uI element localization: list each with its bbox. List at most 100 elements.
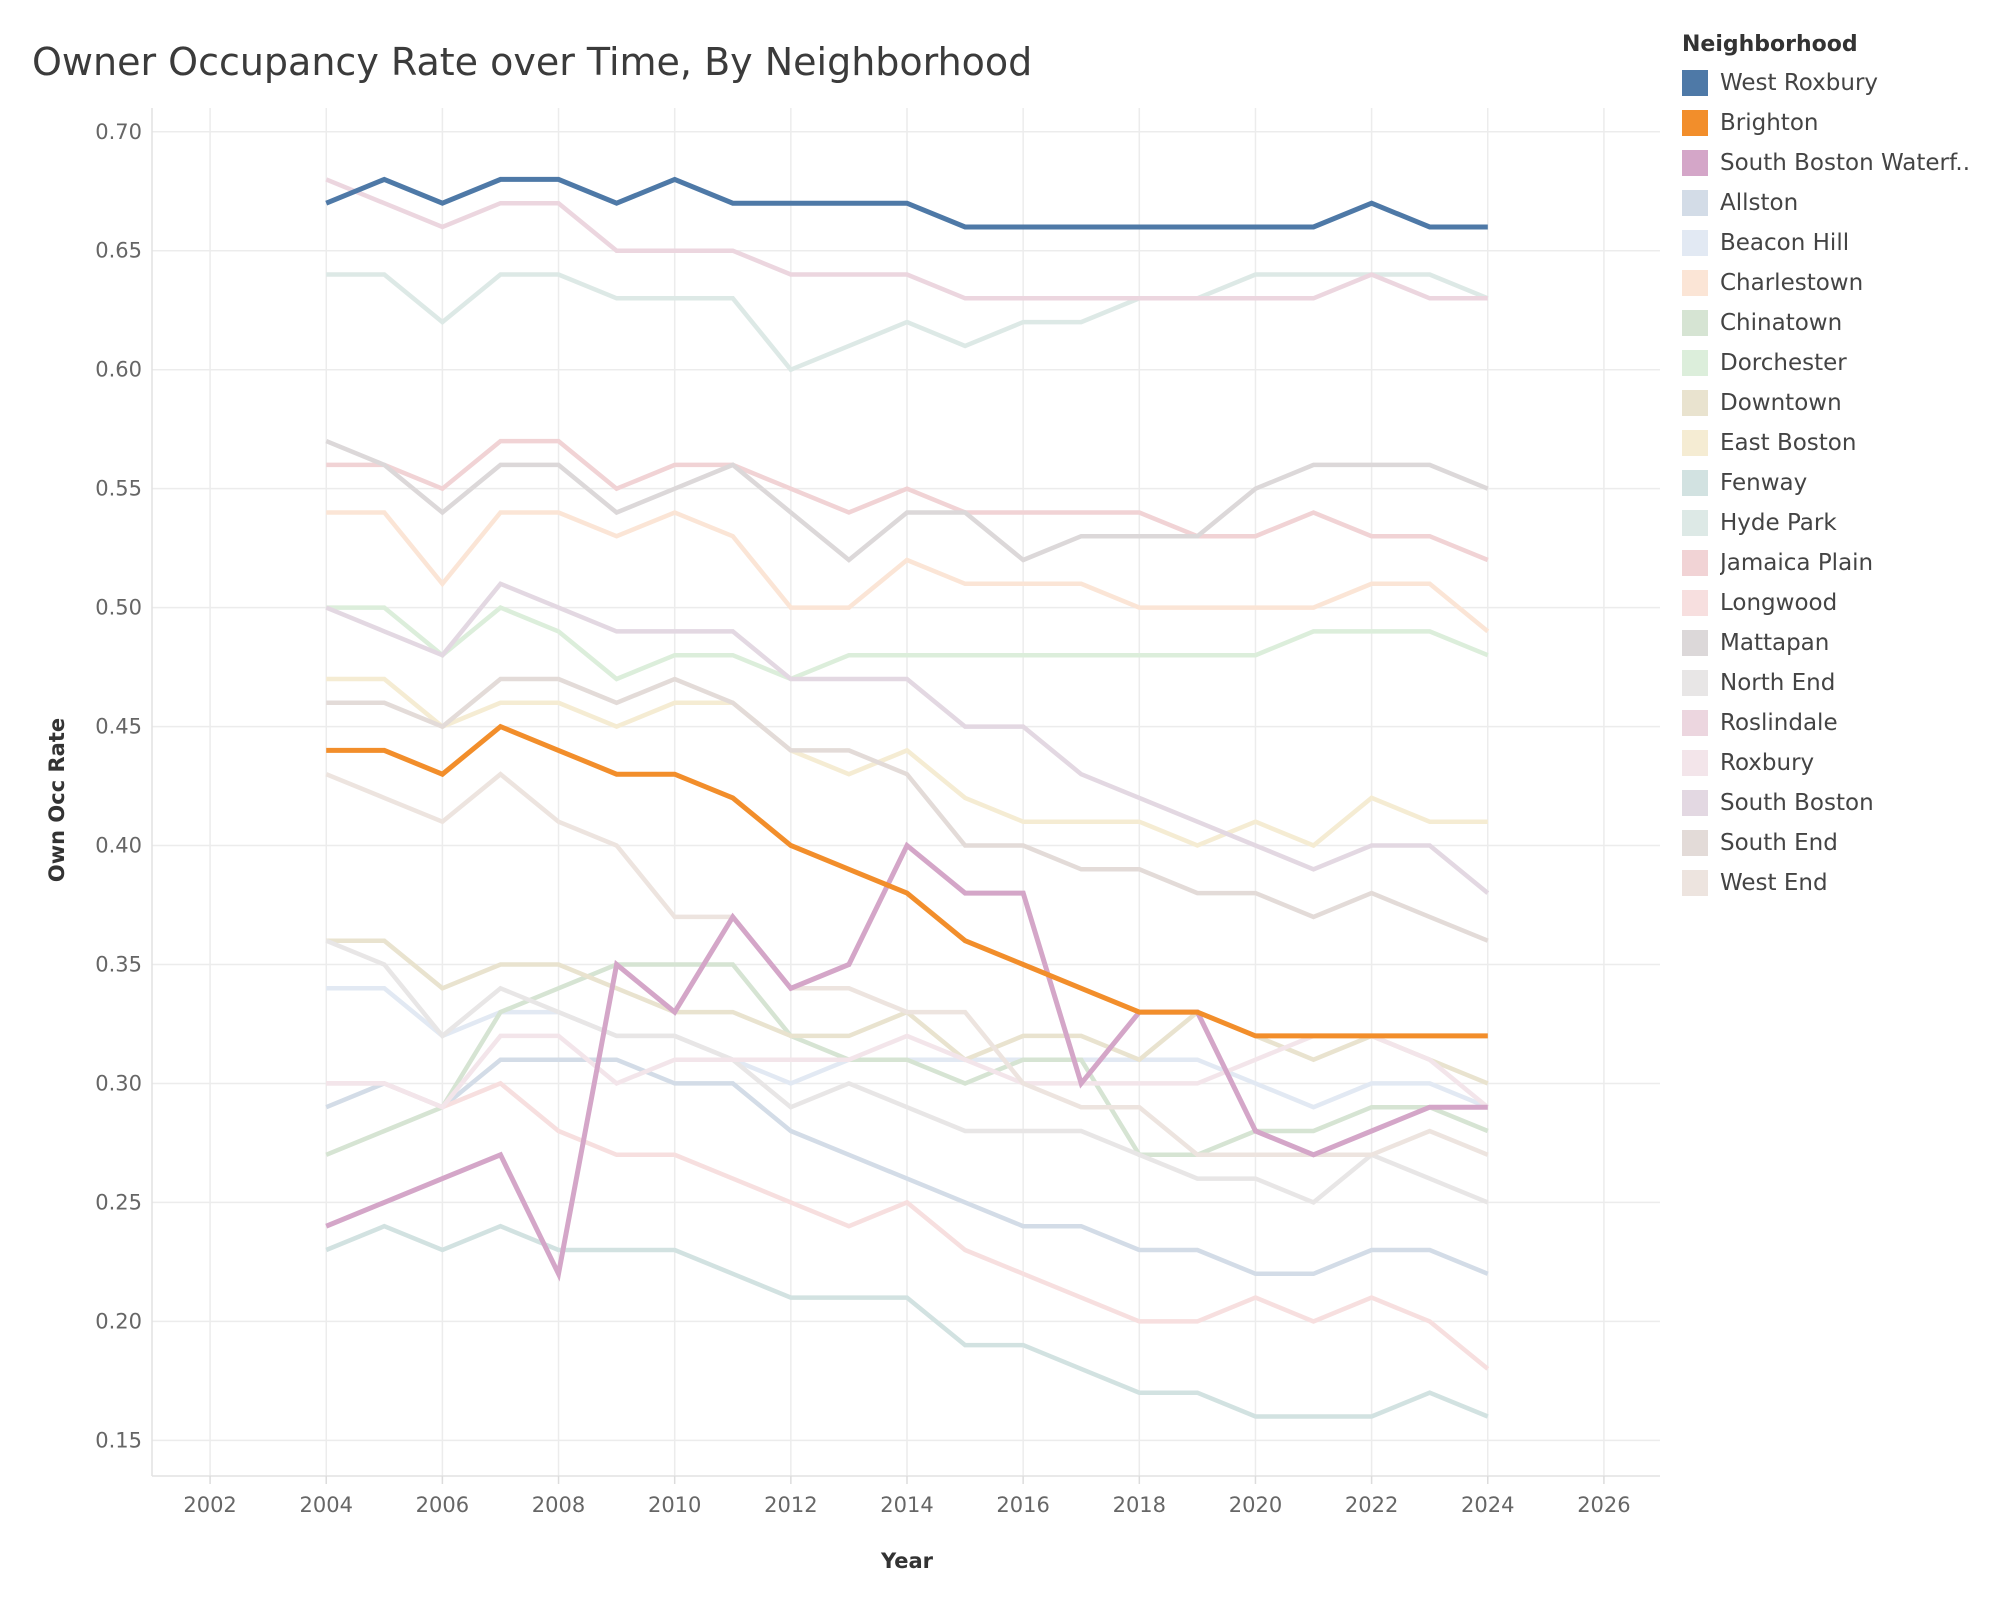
legend-label: North End xyxy=(1720,670,1836,696)
legend-swatch xyxy=(1682,150,1708,176)
x-axis-title: Year xyxy=(880,1549,934,1573)
legend-swatch xyxy=(1682,510,1708,536)
series-line-south-boston-waterf xyxy=(325,841,1488,1282)
legend-swatch xyxy=(1682,670,1708,696)
series-line-west-roxbury xyxy=(325,176,1488,230)
y-tick-label: 0.55 xyxy=(95,477,142,501)
legend-swatch xyxy=(1682,110,1708,136)
legend-swatch xyxy=(1682,390,1708,416)
legend-swatch xyxy=(1682,350,1708,376)
legend-label: West Roxbury xyxy=(1720,70,1879,96)
legend-item[interactable]: South End xyxy=(1682,823,2000,863)
legend-label: Longwood xyxy=(1720,590,1838,616)
legend-item[interactable]: Roslindale xyxy=(1682,703,2000,743)
legend-item[interactable]: West End xyxy=(1682,863,2000,903)
legend-label: Dorchester xyxy=(1720,350,1847,376)
series-line-fenway xyxy=(325,1223,1489,1419)
legend-swatch xyxy=(1682,710,1708,736)
series-line-brighton xyxy=(326,723,1488,1039)
x-tick-label: 2016 xyxy=(996,1493,1049,1517)
legend-item[interactable]: West Roxbury xyxy=(1682,63,2000,103)
legend-swatch xyxy=(1682,70,1708,96)
legend-item[interactable]: Roxbury xyxy=(1682,743,2000,783)
legend-swatch xyxy=(1682,630,1708,656)
series-line-mattapan xyxy=(325,439,1489,563)
legend-label: West End xyxy=(1720,870,1828,896)
y-tick-label: 0.70 xyxy=(95,120,142,144)
y-tick-label: 0.20 xyxy=(95,1309,142,1333)
legend-item[interactable]: Jamaica Plain xyxy=(1682,543,2000,583)
legend-item[interactable]: Chinatown xyxy=(1682,303,2000,343)
chart-title: Owner Occupancy Rate over Time, By Neigh… xyxy=(32,40,1033,84)
x-tick-label: 2008 xyxy=(532,1493,585,1517)
legend-swatch xyxy=(1682,230,1708,256)
line-chart: 0.70 0.65 0.60 0.55 0.50 0.45 0.40 0.35 0.30 0.25… xyxy=(45,108,1660,1573)
legend-item[interactable]: Charlestown xyxy=(1682,263,2000,303)
legend-item[interactable]: Brighton xyxy=(1682,103,2000,143)
legend-swatch xyxy=(1682,870,1708,896)
legend-label: South End xyxy=(1720,830,1838,856)
series-line-dorchester xyxy=(326,605,1489,682)
legend-item[interactable]: South Boston Waterf.. xyxy=(1682,143,2000,183)
legend-item[interactable]: East Boston xyxy=(1682,423,2000,463)
legend-label: Charlestown xyxy=(1720,270,1864,296)
y-tick-label: 0.50 xyxy=(95,596,142,620)
legend-item[interactable]: Beacon Hill xyxy=(1682,223,2000,263)
legend-swatch xyxy=(1682,750,1708,776)
x-tick-label: 2010 xyxy=(648,1493,701,1517)
y-tick-label: 0.25 xyxy=(95,1190,142,1214)
legend-item[interactable]: Fenway xyxy=(1682,463,2000,503)
legend-item[interactable]: Downtown xyxy=(1682,383,2000,423)
legend-label: East Boston xyxy=(1720,430,1857,456)
series-line-roslindale xyxy=(325,177,1488,301)
legend: Neighborhood West Roxbury Brighton South B… xyxy=(1682,32,2000,903)
legend-label: Mattapan xyxy=(1720,630,1830,656)
legend-label: South Boston xyxy=(1720,790,1874,816)
legend-label: Downtown xyxy=(1720,390,1842,416)
legend-item[interactable]: Dorchester xyxy=(1682,343,2000,383)
legend-item[interactable]: North End xyxy=(1682,663,2000,703)
legend-item[interactable]: Mattapan xyxy=(1682,623,2000,663)
y-axis: 0.70 0.65 0.60 0.55 0.50 0.45 0.40 0.35 0.30 0.25… xyxy=(95,120,142,1453)
legend-items: West Roxbury Brighton South Boston Waterf.… xyxy=(1682,63,2000,903)
legend-swatch xyxy=(1682,470,1708,496)
legend-item[interactable]: South Boston xyxy=(1682,783,2000,823)
series-line-east-boston xyxy=(326,676,1488,849)
series-line-longwood xyxy=(326,1080,1490,1371)
legend-label: Brighton xyxy=(1720,110,1819,136)
legend-item[interactable]: Longwood xyxy=(1682,583,2000,623)
series-line-west-end xyxy=(325,771,1489,1158)
x-axis: 2002 2004 2006 2008 2010 2012 2014 2016 2018 2020… xyxy=(183,1476,1631,1517)
y-tick-label: 0.35 xyxy=(95,952,142,976)
series-layer xyxy=(325,176,1490,1419)
legend-title: Neighborhood xyxy=(1682,32,1858,57)
series-line-charlestown xyxy=(326,510,1490,634)
y-tick-label: 0.45 xyxy=(95,715,142,739)
series-line-chinatown xyxy=(325,962,1489,1158)
legend-label: Beacon Hill xyxy=(1720,230,1850,256)
legend-label: Allston xyxy=(1720,190,1799,216)
y-tick-label: 0.40 xyxy=(95,834,142,858)
y-axis-title: Own Occ Rate xyxy=(45,718,69,882)
legend-swatch xyxy=(1682,790,1708,816)
legend-label: Hyde Park xyxy=(1720,510,1837,536)
x-tick-label: 2014 xyxy=(880,1493,933,1517)
grid-layer xyxy=(151,108,1660,1477)
x-tick-label: 2026 xyxy=(1577,1493,1630,1517)
series-line-south-boston xyxy=(325,581,1490,895)
x-tick-label: 2022 xyxy=(1345,1493,1398,1517)
series-line-south-end xyxy=(326,676,1489,943)
legend-item[interactable]: Hyde Park xyxy=(1682,503,2000,543)
series-line-hyde-park xyxy=(326,272,1489,373)
legend-label: Chinatown xyxy=(1720,310,1843,336)
y-tick-label: 0.60 xyxy=(95,358,142,382)
legend-swatch xyxy=(1682,590,1708,616)
series-line-allston xyxy=(325,1057,1489,1277)
legend-label: Jamaica Plain xyxy=(1720,550,1874,576)
y-tick-label: 0.15 xyxy=(95,1428,142,1452)
series-line-north-end xyxy=(325,938,1489,1205)
legend-item[interactable]: Allston xyxy=(1682,183,2000,223)
y-tick-label: 0.65 xyxy=(95,239,142,263)
series-line-jamaica-plain xyxy=(326,438,1489,563)
x-tick-label: 2002 xyxy=(183,1493,236,1517)
